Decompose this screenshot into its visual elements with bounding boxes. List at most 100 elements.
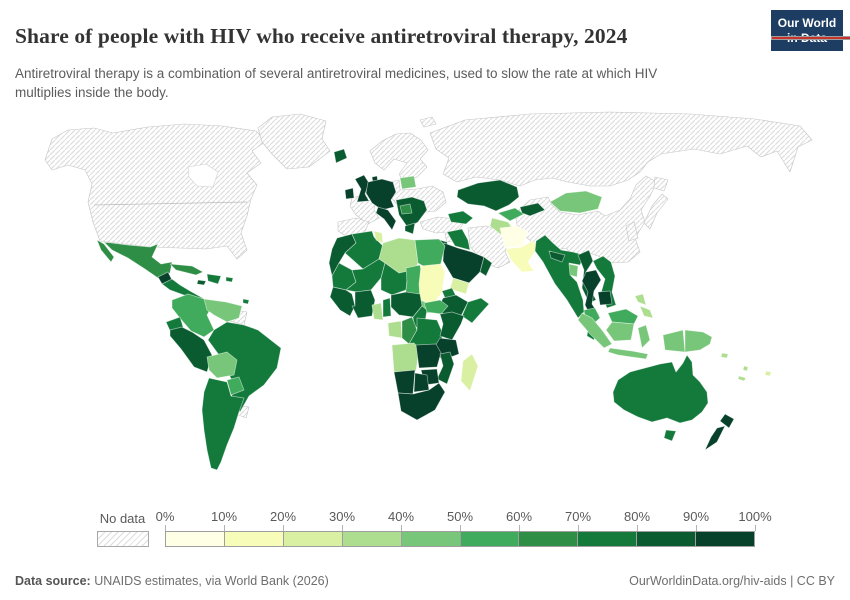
- region-italy[interactable]: [375, 206, 397, 231]
- region-philippines[interactable]: [634, 293, 654, 319]
- legend-tick-label: 0%: [155, 509, 175, 524]
- region-togo-benin[interactable]: [382, 297, 392, 318]
- region-south-africa[interactable]: [397, 382, 446, 421]
- region-senegal-guinea[interactable]: [329, 286, 356, 317]
- region-burkina-ivory-coast[interactable]: [351, 289, 376, 319]
- region-angola[interactable]: [391, 342, 420, 373]
- region-ghana[interactable]: [371, 302, 384, 321]
- region-greenland[interactable]: [257, 113, 331, 170]
- region-australia[interactable]: [612, 354, 709, 424]
- region-united-kingdom[interactable]: [354, 174, 370, 203]
- region-indonesia-new-guinea[interactable]: [662, 329, 686, 353]
- region-scandinavia[interactable]: [369, 132, 429, 184]
- region-hispaniola[interactable]: [206, 273, 222, 285]
- region-mexico[interactable]: [96, 239, 173, 279]
- region-gabon[interactable]: [387, 320, 403, 339]
- region-paraguay[interactable]: [226, 376, 245, 396]
- legend-bin[interactable]: [342, 532, 401, 546]
- legend-tick-label: 40%: [387, 509, 415, 524]
- region-new-caledonia[interactable]: [737, 375, 747, 382]
- region-jamaica[interactable]: [196, 279, 207, 286]
- legend-bin[interactable]: [519, 532, 578, 546]
- region-oman[interactable]: [479, 256, 493, 277]
- region-iraq[interactable]: [446, 228, 471, 251]
- region-indonesia-sulawesi[interactable]: [637, 324, 651, 349]
- region-mali[interactable]: [345, 258, 386, 293]
- region-zambia[interactable]: [415, 343, 442, 369]
- legend-bin[interactable]: [578, 532, 637, 546]
- region-puerto-rico[interactable]: [225, 276, 234, 283]
- europe-layer: [333, 148, 474, 235]
- data-source-text: UNAIDS estimates, via World Bank (2026): [90, 574, 329, 588]
- region-indonesia-borneo[interactable]: [605, 321, 635, 342]
- region-japan[interactable]: [643, 193, 669, 230]
- region-new-zealand[interactable]: [704, 413, 735, 451]
- region-ireland[interactable]: [344, 187, 355, 200]
- region-nepal[interactable]: [548, 250, 566, 263]
- legend-bin[interactable]: [696, 532, 755, 546]
- region-mozambique-malawi[interactable]: [436, 351, 455, 385]
- legend-bin[interactable]: [401, 532, 460, 546]
- data-source-label: Data source:: [15, 574, 91, 588]
- legend-tick-label: 100%: [738, 509, 772, 524]
- region-kyrgyzstan-tajikistan[interactable]: [519, 202, 546, 217]
- region-madagascar[interactable]: [460, 353, 479, 392]
- region-fiji[interactable]: [764, 370, 772, 377]
- region-pakistan[interactable]: [505, 240, 539, 273]
- region-korea[interactable]: [625, 221, 639, 242]
- legend-bin[interactable]: [637, 532, 696, 546]
- legend-bin[interactable]: [460, 532, 519, 546]
- americas-layer: [96, 239, 282, 471]
- region-trinidad[interactable]: [242, 298, 250, 305]
- owid-logo[interactable]: Our World in Data: [771, 10, 850, 51]
- region-kazakhstan[interactable]: [456, 179, 520, 212]
- legend-bin[interactable]: [224, 532, 283, 546]
- region-afghanistan[interactable]: [499, 225, 529, 249]
- region-svalbard[interactable]: [419, 116, 437, 128]
- region-greece[interactable]: [404, 222, 416, 235]
- region-vanuatu[interactable]: [742, 365, 749, 372]
- region-indonesia-java[interactable]: [607, 347, 649, 360]
- no-data-swatch[interactable]: [97, 531, 149, 547]
- legend-tick-label: 70%: [564, 509, 592, 524]
- legend-bin[interactable]: [283, 532, 342, 546]
- region-russia[interactable]: [429, 111, 813, 187]
- region-tasmania[interactable]: [663, 429, 677, 442]
- region-serbia[interactable]: [399, 203, 413, 215]
- chart-subtitle: Antiretroviral therapy is a combination …: [15, 65, 658, 100]
- region-baltics[interactable]: [399, 175, 417, 190]
- region-solomon-islands[interactable]: [720, 352, 729, 359]
- region-venezuela[interactable]: [203, 298, 243, 323]
- region-sudan[interactable]: [418, 263, 446, 306]
- legend-tick-label: 60%: [505, 509, 533, 524]
- region-japan-hokkaido[interactable]: [653, 176, 669, 192]
- region-iceland[interactable]: [333, 148, 348, 164]
- region-papua-new-guinea[interactable]: [684, 329, 713, 353]
- legend-tick-marks: [165, 525, 756, 531]
- license-note[interactable]: OurWorldinData.org/hiv-aids | CC BY: [629, 574, 835, 588]
- region-indonesia-sumatra[interactable]: [577, 312, 613, 349]
- owid-logo-line1: Our World: [777, 16, 837, 30]
- legend-bar: [165, 531, 755, 547]
- region-malaysia-borneo[interactable]: [607, 308, 639, 325]
- region-thailand[interactable]: [581, 269, 602, 320]
- region-uganda-kenya[interactable]: [439, 311, 465, 341]
- region-botswana[interactable]: [413, 372, 430, 393]
- region-cuba[interactable]: [169, 263, 204, 276]
- region-central-europe[interactable]: [365, 178, 397, 211]
- region-namibia[interactable]: [393, 369, 416, 395]
- region-bangladesh[interactable]: [568, 263, 579, 278]
- region-mongolia[interactable]: [549, 190, 603, 214]
- region-caucasus[interactable]: [447, 210, 474, 225]
- region-bolivia[interactable]: [206, 351, 238, 379]
- region-argentina-chile[interactable]: [201, 377, 245, 471]
- region-cambodia[interactable]: [597, 290, 613, 306]
- region-north-america[interactable]: [44, 123, 267, 260]
- region-somalia[interactable]: [461, 297, 490, 324]
- legend-bin[interactable]: [166, 532, 224, 546]
- region-central-african-republic[interactable]: [423, 299, 449, 315]
- region-yemen[interactable]: [449, 277, 470, 295]
- region-india[interactable]: [534, 234, 585, 319]
